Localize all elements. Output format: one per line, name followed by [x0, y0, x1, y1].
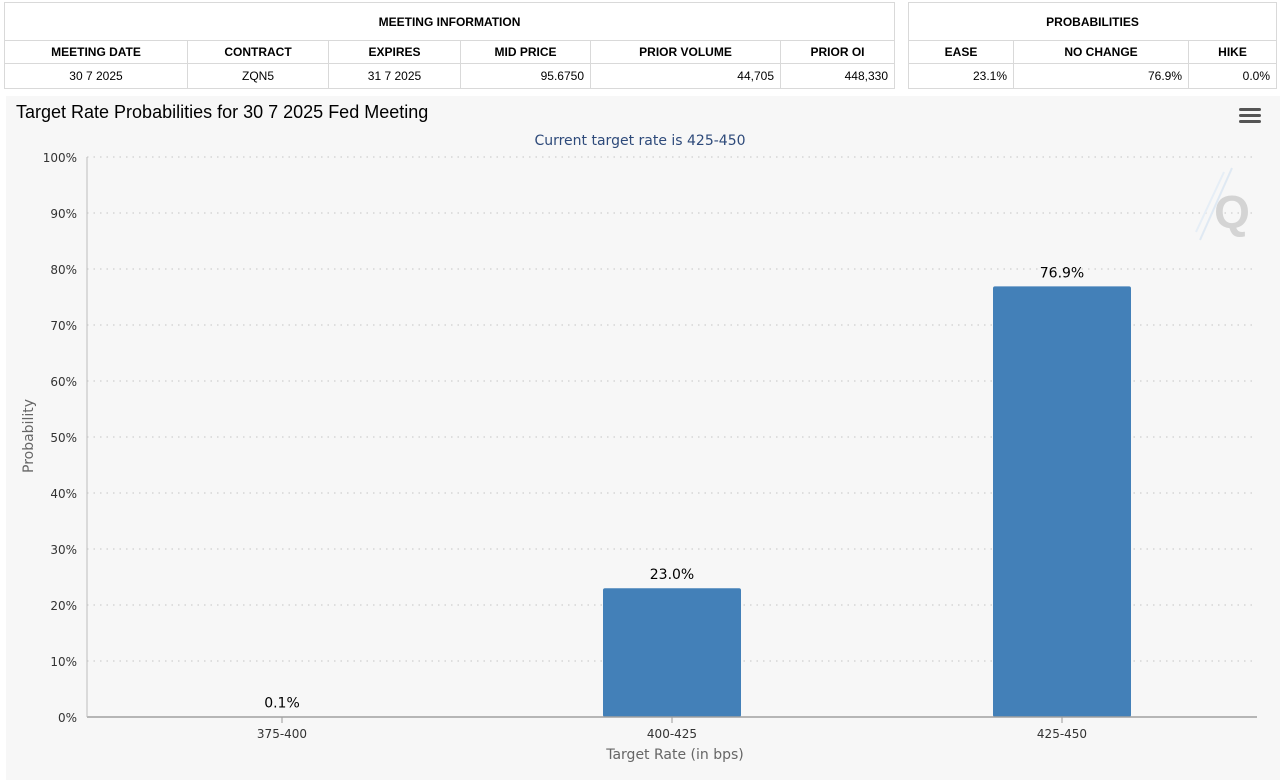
prior-oi-cell: 448,330	[780, 63, 895, 89]
contract-cell: ZQN5	[187, 63, 329, 89]
y-tick-label: 0%	[58, 711, 77, 725]
meeting-information-header: MEETING INFORMATION	[4, 2, 895, 41]
probabilities-header: PROBABILITIES	[907, 2, 1278, 41]
chart-subtitle: Current target rate is 425-450	[534, 133, 745, 149]
y-tick-label: 100%	[43, 151, 77, 165]
y-tick-label: 20%	[50, 599, 77, 613]
y-tick-label: 50%	[50, 431, 77, 445]
y-tick-label: 80%	[50, 263, 77, 277]
data-label: 23.0%	[650, 567, 694, 583]
bar[interactable]	[603, 588, 741, 717]
y-tick-label: 70%	[50, 319, 77, 333]
expires-header: EXPIRES	[328, 40, 461, 64]
mid-price-header: MID PRICE	[460, 40, 591, 64]
y-axis-label: Probability	[21, 399, 37, 473]
hike-header: HIKE	[1187, 40, 1278, 64]
chart-title: Target Rate Probabilities for 30 7 2025 …	[16, 102, 429, 122]
ease-header: EASE	[908, 40, 1014, 64]
data-label: 0.1%	[264, 695, 300, 711]
mid-price-cell: 95.6750	[460, 63, 591, 89]
watermark-q-icon: Q	[1195, 167, 1250, 241]
contract-header: CONTRACT	[187, 40, 329, 64]
bars	[213, 286, 1131, 717]
y-axis-ticks: 0% 10% 20% 30% 40% 50% 60% 70% 80% 90% 100%	[43, 151, 77, 725]
no-change-header: NO CHANGE	[1013, 40, 1189, 64]
x-axis-ticks: 375-400 400-425 425-450	[257, 717, 1087, 741]
y-tick-label: 90%	[50, 207, 77, 221]
y-tick-label: 10%	[50, 655, 77, 669]
prior-oi-header: PRIOR OI	[780, 40, 895, 64]
x-tick-label: 400-425	[647, 727, 697, 741]
no-change-cell: 76.9%	[1013, 63, 1189, 89]
x-tick-label: 375-400	[257, 727, 307, 741]
y-tick-label: 30%	[50, 543, 77, 557]
meeting-date-cell: 30 7 2025	[4, 63, 188, 89]
meeting-information-table: MEETING INFORMATION MEETING DATE CONTRAC…	[4, 2, 895, 89]
bar[interactable]	[993, 286, 1131, 717]
prior-volume-header: PRIOR VOLUME	[590, 40, 781, 64]
chart-menu-icon[interactable]	[1239, 108, 1261, 126]
prior-volume-cell: 44,705	[590, 63, 781, 89]
x-tick-label: 425-450	[1037, 727, 1087, 741]
hike-cell: 0.0%	[1187, 63, 1278, 89]
data-label: 76.9%	[1040, 265, 1084, 281]
menu-bar-icon	[1239, 120, 1261, 123]
probabilities-table: PROBABILITIES EASE NO CHANGE HIKE 23.1% …	[907, 2, 1278, 89]
watermark-q-text: Q	[1214, 186, 1250, 238]
expires-cell: 31 7 2025	[328, 63, 461, 89]
data-labels: 0.1% 23.0% 76.9%	[264, 265, 1084, 711]
menu-bar-icon	[1239, 114, 1261, 117]
y-tick-label: 40%	[50, 487, 77, 501]
y-tick-label: 60%	[50, 375, 77, 389]
ease-cell: 23.1%	[908, 63, 1014, 89]
menu-bar-icon	[1239, 108, 1261, 111]
x-axis-label: Target Rate (in bps)	[605, 747, 744, 763]
